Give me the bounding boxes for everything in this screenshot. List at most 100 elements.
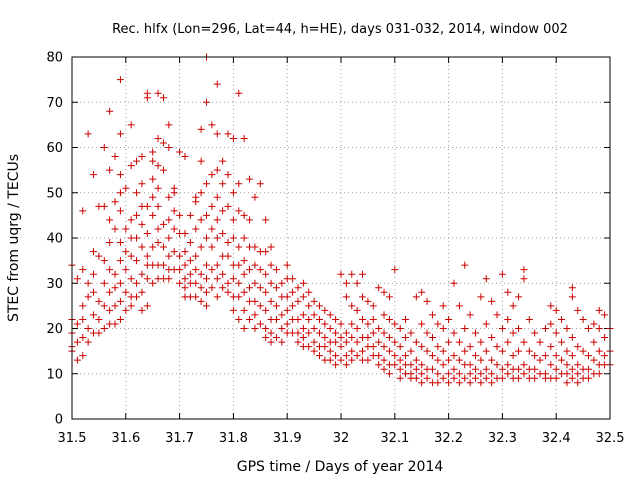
data-point — [262, 270, 270, 278]
data-point — [246, 284, 254, 292]
data-point — [353, 352, 361, 360]
data-point — [111, 284, 119, 292]
data-point — [574, 361, 582, 369]
data-point — [568, 293, 576, 301]
data-point — [332, 338, 340, 346]
data-point — [493, 361, 501, 369]
data-point — [251, 279, 259, 287]
data-point — [154, 225, 162, 233]
data-point — [574, 379, 582, 387]
data-point — [154, 202, 162, 210]
x-tick-label: 31.6 — [111, 431, 140, 446]
data-point — [531, 374, 539, 382]
data-point — [79, 315, 87, 323]
data-point — [439, 302, 447, 310]
data-point — [213, 166, 221, 174]
data-point — [402, 352, 410, 360]
data-point — [122, 266, 130, 274]
data-point — [197, 125, 205, 133]
data-point — [601, 311, 609, 319]
data-point — [159, 166, 167, 174]
data-point — [272, 315, 280, 323]
data-point — [337, 334, 345, 342]
x-tick-label: 32.4 — [542, 431, 571, 446]
data-point — [504, 370, 512, 378]
data-point — [541, 352, 549, 360]
data-point — [138, 306, 146, 314]
data-point — [235, 89, 243, 97]
data-point — [299, 279, 307, 287]
data-point — [133, 279, 141, 287]
data-point — [283, 320, 291, 328]
data-point — [138, 243, 146, 251]
data-point — [122, 184, 130, 192]
data-point — [213, 234, 221, 242]
data-point — [256, 180, 264, 188]
data-point — [342, 279, 350, 287]
data-point — [267, 243, 275, 251]
data-point — [348, 320, 356, 328]
data-point — [272, 334, 280, 342]
data-point — [450, 329, 458, 337]
data-point — [310, 311, 318, 319]
data-point — [159, 220, 167, 228]
data-point — [412, 374, 420, 382]
data-point — [213, 261, 221, 269]
x-tick-label: 31.5 — [58, 431, 87, 446]
data-point — [552, 365, 560, 373]
data-point — [111, 270, 119, 278]
data-point — [278, 311, 286, 319]
data-point — [342, 338, 350, 346]
data-point — [251, 297, 259, 305]
data-point — [229, 275, 237, 283]
data-point — [326, 356, 334, 364]
data-point — [256, 266, 264, 274]
data-point — [224, 130, 232, 138]
data-point — [466, 343, 474, 351]
data-point — [208, 202, 216, 210]
data-point — [477, 356, 485, 364]
data-point — [396, 356, 404, 364]
data-point — [445, 370, 453, 378]
data-point — [305, 288, 313, 296]
data-point — [337, 356, 345, 364]
data-point — [240, 288, 248, 296]
data-point — [79, 302, 87, 310]
data-point — [369, 329, 377, 337]
data-point — [348, 270, 356, 278]
data-point — [353, 325, 361, 332]
y-tick-label: 50 — [46, 186, 63, 201]
data-point — [262, 216, 270, 224]
data-point — [482, 347, 490, 355]
data-point — [326, 311, 334, 319]
data-point — [412, 293, 420, 301]
data-point — [466, 379, 474, 387]
data-point — [149, 193, 157, 201]
data-point — [272, 284, 280, 292]
data-point — [595, 306, 603, 314]
data-point — [536, 356, 544, 364]
data-point — [197, 243, 205, 251]
data-point — [455, 379, 463, 387]
data-point — [289, 275, 297, 283]
data-point — [106, 107, 114, 115]
data-point — [450, 279, 458, 287]
data-point — [73, 320, 81, 328]
data-point — [348, 356, 356, 364]
x-tick-label: 31.7 — [165, 431, 194, 446]
data-point — [84, 338, 92, 346]
data-point — [203, 234, 210, 242]
data-point — [299, 293, 307, 301]
x-axis-label: GPS time / Days of year 2014 — [237, 459, 444, 475]
data-point — [213, 293, 221, 301]
data-point — [106, 239, 114, 247]
data-point — [552, 306, 560, 314]
data-point — [149, 243, 157, 251]
data-point — [294, 338, 302, 346]
data-point — [568, 374, 576, 382]
data-point — [466, 370, 474, 378]
data-point — [133, 293, 141, 301]
data-point — [563, 347, 571, 355]
data-point — [520, 338, 528, 346]
data-point — [369, 302, 377, 310]
